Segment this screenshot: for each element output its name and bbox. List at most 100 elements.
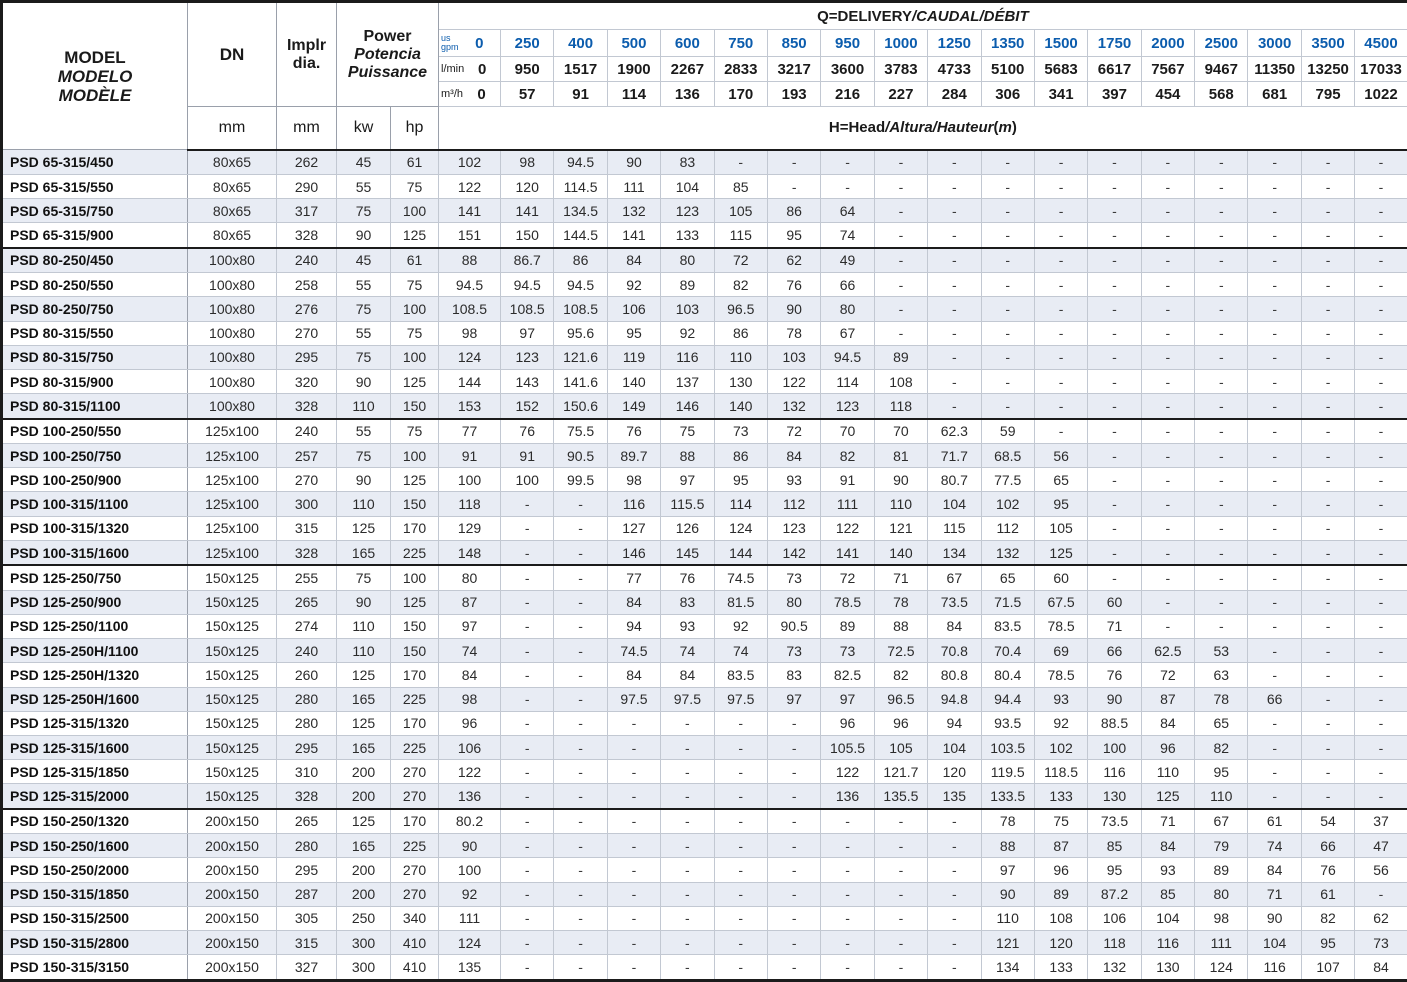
- head-value-cell: -: [606, 905, 662, 931]
- head-value-cell: -: [927, 246, 982, 274]
- table-body: PSD 65-315/450 80x65 262 45 61 102 98 94.5 90 83-…: [1, 149, 1407, 981]
- head-value-cell: 84: [606, 246, 662, 274]
- head-value-cell: 122: [438, 173, 501, 200]
- head-value-cell: -: [980, 296, 1035, 322]
- head-value-cell: -: [1087, 368, 1142, 395]
- head-value-cell: 97: [660, 467, 715, 493]
- head-value-cell: 80: [1194, 881, 1249, 907]
- head-value-cell: -: [1247, 734, 1302, 761]
- head-value-cell: 132: [606, 198, 662, 224]
- head-value-cell: -: [766, 954, 822, 981]
- head-value-cell: -: [1140, 515, 1196, 541]
- head-value-cell: -: [1354, 710, 1407, 736]
- head-value-cell: -: [766, 710, 822, 736]
- head-value-cell: -: [820, 833, 875, 859]
- power-hp-cell: 100: [390, 296, 439, 322]
- head-value-cell: -: [927, 857, 982, 883]
- head-value-cell: -: [1087, 443, 1142, 469]
- head-value-cell: -: [980, 320, 1035, 346]
- head-value-cell: -: [1247, 662, 1302, 688]
- head-value-cell: -: [873, 929, 929, 956]
- table-row: PSD 150-250/2000 200x150 295 200 270 100- - - - -…: [1, 857, 1407, 883]
- head-value-cell: -: [1300, 443, 1356, 469]
- head-value-cell: -: [499, 638, 555, 664]
- impeller-dia-cell: 265: [276, 807, 337, 835]
- head-value-cell: -: [1140, 443, 1196, 469]
- head-value-cell: 74: [1247, 833, 1302, 859]
- head-value-cell: 134: [927, 539, 982, 566]
- flow-value: 397: [1087, 81, 1142, 107]
- model-cell: PSD 150-315/1850: [1, 881, 188, 907]
- impeller-dia-cell: 265: [276, 589, 337, 615]
- head-value-cell: -: [553, 710, 608, 736]
- head-value-cell: 62: [1354, 905, 1407, 931]
- head-value-cell: -: [499, 954, 555, 981]
- head-value-cell: 85: [1087, 833, 1142, 859]
- head-value-cell: -: [1087, 198, 1142, 224]
- head-value-cell: 112: [980, 515, 1035, 541]
- head-value-cell: 90: [873, 467, 929, 493]
- head-value-cell: -: [713, 881, 768, 907]
- head-value-cell: 124: [713, 515, 768, 541]
- dn-cell: 80x65: [187, 198, 277, 224]
- impeller-dia-cell: 258: [276, 272, 337, 298]
- head-value-cell: 47: [1354, 833, 1407, 859]
- head-value-cell: 132: [1087, 954, 1142, 981]
- head-value-cell: -: [713, 734, 768, 761]
- head-value-cell: 69: [1033, 638, 1089, 664]
- head-value-cell: -: [1300, 734, 1356, 761]
- head-value-cell: 72: [766, 417, 822, 445]
- table-row: PSD 150-250/1600 200x150 280 165 225 90- - - - - -…: [1, 833, 1407, 859]
- power-kw-cell: 200: [336, 783, 391, 810]
- head-value-cell: -: [1194, 368, 1249, 395]
- head-value-cell: -: [1247, 710, 1302, 736]
- head-value-cell: -: [927, 222, 982, 249]
- dn-cell: 150x125: [187, 734, 277, 761]
- power-kw-cell: 75: [336, 198, 391, 224]
- head-value-cell: 93: [766, 467, 822, 493]
- head-value-cell: 80: [660, 246, 715, 274]
- head-value-cell: -: [873, 173, 929, 200]
- head-value-cell: -: [1194, 443, 1249, 469]
- impeller-dia-cell: 295: [276, 734, 337, 761]
- head-value-cell: 80: [766, 589, 822, 615]
- head-value-cell: -: [1354, 198, 1407, 224]
- table-row: PSD 80-315/550 100x80 270 55 75 98 97 95.6 95 92 8…: [1, 320, 1407, 346]
- head-value-cell: 72: [713, 246, 768, 274]
- head-value-cell: 124: [1194, 954, 1249, 981]
- head-value-cell: 73: [766, 564, 822, 591]
- head-value-cell: 97: [766, 686, 822, 712]
- head-value-cell: -: [553, 564, 608, 591]
- head-value-cell: 143: [499, 368, 555, 395]
- head-value-cell: -: [606, 783, 662, 810]
- head-value-cell: -: [1300, 638, 1356, 664]
- head-value-cell: -: [553, 515, 608, 541]
- head-value-cell: 126: [660, 515, 715, 541]
- head-value-cell: -: [713, 807, 768, 835]
- power-hp-cell: 270: [390, 857, 439, 883]
- flow-value: 850: [766, 29, 822, 57]
- head-value-cell: 135.5: [873, 783, 929, 810]
- flow-value: 6617: [1087, 56, 1142, 82]
- model-cell: PSD 65-315/450: [1, 149, 188, 175]
- head-value-cell: -: [660, 759, 715, 785]
- impeller-dia-cell: 257: [276, 443, 337, 469]
- flow-value: 114: [606, 81, 662, 107]
- head-value-cell: -: [820, 173, 875, 200]
- head-value-cell: -: [1140, 491, 1196, 517]
- head-value-cell: -: [1354, 662, 1407, 688]
- dn-cell: 100x80: [187, 246, 277, 274]
- head-value-cell: 83: [766, 662, 822, 688]
- model-cell: PSD 150-315/3150: [1, 954, 188, 981]
- head-value-cell: 134.5: [553, 198, 608, 224]
- head-value-cell: -: [1194, 198, 1249, 224]
- head-value-cell: 74.5: [606, 638, 662, 664]
- head-value-cell: 133.5: [980, 783, 1035, 810]
- head-value-cell: -: [499, 564, 555, 591]
- head-value-cell: 98: [438, 686, 501, 712]
- head-value-cell: 67.5: [1033, 589, 1089, 615]
- head-value-cell: -: [1194, 613, 1249, 640]
- flow-value: 3500: [1300, 29, 1356, 57]
- power-hp-cell: 61: [390, 149, 439, 175]
- head-value-cell: 140: [713, 393, 768, 420]
